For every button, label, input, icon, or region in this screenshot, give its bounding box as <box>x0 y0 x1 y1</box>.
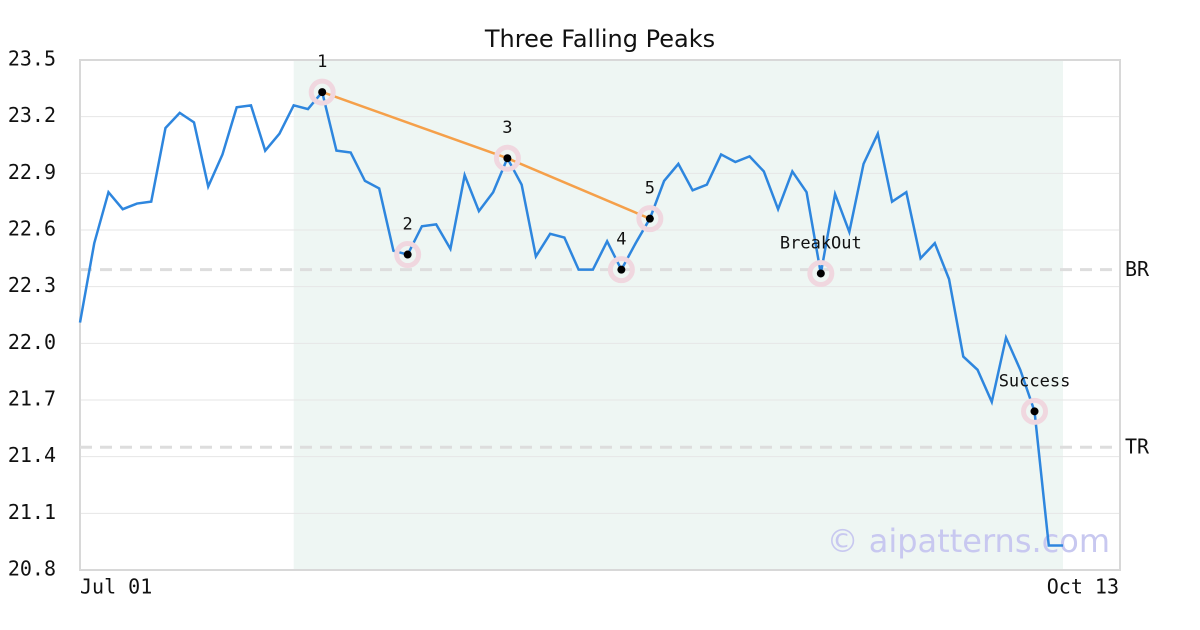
pattern-halo <box>394 241 422 269</box>
y-tick-label: 23.2 <box>8 103 56 127</box>
pattern-label: 2 <box>403 215 413 235</box>
y-tick-label: 21.1 <box>8 500 56 524</box>
pattern-halo <box>636 205 664 233</box>
pattern-label: 1 <box>317 52 327 72</box>
level-label: TR <box>1125 435 1150 459</box>
pattern-point <box>318 88 327 97</box>
pattern-point <box>816 269 825 278</box>
pattern-halo <box>807 259 835 287</box>
pattern-label: 4 <box>616 230 626 250</box>
pattern-label: Success <box>999 371 1071 391</box>
chart-title: Three Falling Peaks <box>484 25 715 53</box>
pattern-halo <box>308 78 336 106</box>
pattern-point <box>1030 407 1039 416</box>
y-tick-label: 22.0 <box>8 330 56 354</box>
price-line <box>78 89 1064 547</box>
y-tick-label: 22.3 <box>8 273 56 297</box>
y-tick-label: 21.7 <box>8 387 56 411</box>
x-tick-label: Oct 13 <box>1047 575 1119 599</box>
y-tick-label: 21.4 <box>8 443 56 467</box>
level-label: BR <box>1125 257 1150 281</box>
pattern-zone <box>293 60 1064 570</box>
pattern-halo <box>1021 397 1049 425</box>
y-tick-label: 22.9 <box>8 160 56 184</box>
watermark: © aipatterns.com <box>827 522 1110 560</box>
pattern-point <box>645 214 654 223</box>
pattern-point <box>403 250 412 259</box>
pattern-label: 3 <box>502 118 512 138</box>
pattern-halo <box>607 256 635 284</box>
plot-frame <box>79 59 1121 571</box>
y-tick-label: 23.5 <box>8 47 56 71</box>
pattern-point <box>503 154 512 163</box>
pattern-halo <box>493 144 521 172</box>
y-tick-label: 20.8 <box>8 557 56 581</box>
pattern-label: 5 <box>645 179 655 199</box>
pattern-point <box>617 265 626 274</box>
pattern-label: BreakOut <box>780 233 862 253</box>
x-tick-label: Jul 01 <box>80 575 152 599</box>
y-tick-label: 22.6 <box>8 217 56 241</box>
